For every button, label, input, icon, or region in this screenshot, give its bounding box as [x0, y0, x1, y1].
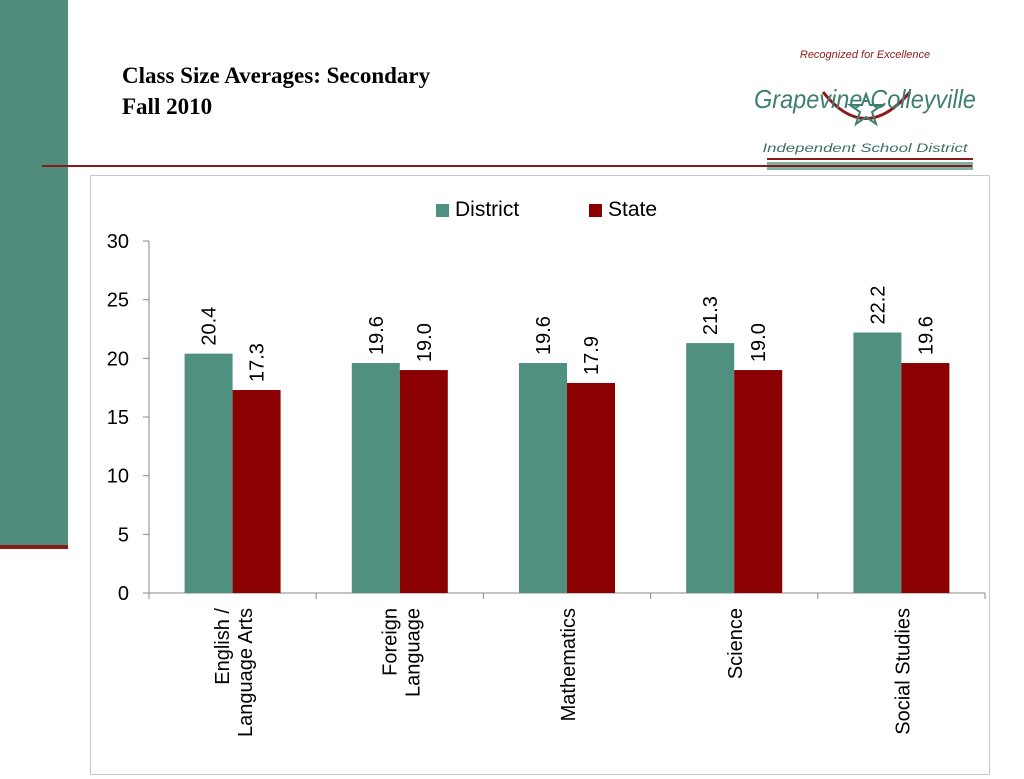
- bar-district: [853, 332, 902, 593]
- bar-state: [901, 363, 950, 593]
- y-tick-label: 30: [107, 231, 129, 253]
- category-label: Science: [725, 608, 747, 679]
- bar-state: [399, 370, 448, 593]
- y-tick-label: 25: [107, 290, 129, 312]
- y-tick-label: 20: [107, 348, 129, 370]
- left-accent-bar: [0, 0, 68, 545]
- logo-subtitle: Independent School District: [763, 141, 969, 155]
- data-label: 17.3: [247, 343, 269, 382]
- star-icon: [846, 91, 886, 127]
- bar-state: [232, 390, 281, 593]
- chart-frame: 0 5 10 15 20 25 30 20.4 17.3 English / Language Ar…: [90, 175, 990, 775]
- bar-state: [567, 382, 615, 593]
- category-label: Language Arts: [235, 608, 257, 737]
- data-label: 20.4: [199, 307, 221, 346]
- data-label: 19.6: [915, 316, 937, 355]
- category-label: Mathematics: [558, 608, 580, 721]
- logo-name: Grapevine-Colleyville: [754, 84, 976, 114]
- bar-chart: 0 5 10 15 20 25 30 20.4 17.3 English / Language Ar…: [107, 198, 986, 737]
- logo-tagline: Recognized for Excellence: [800, 49, 930, 61]
- bar-state: [734, 370, 783, 593]
- slide-title-line-1: Class Size Averages: Secondary: [122, 63, 431, 88]
- legend-label-state: State: [608, 198, 657, 221]
- data-label: 19.0: [748, 323, 770, 362]
- slide-title-line-2: Fall 2010: [122, 94, 213, 119]
- legend-label-district: District: [455, 198, 519, 221]
- data-label: 19.0: [414, 323, 436, 362]
- y-tick-label: 5: [118, 524, 129, 546]
- data-label: 21.3: [700, 296, 722, 335]
- legend-swatch-state: [589, 204, 602, 217]
- data-label: 22.2: [867, 286, 889, 325]
- category-label: English /: [212, 608, 234, 685]
- category-label: Language: [402, 608, 424, 697]
- bar-district: [519, 363, 567, 593]
- data-label: 19.6: [366, 316, 388, 355]
- bar-district: [351, 363, 400, 593]
- left-accent-line: [0, 545, 68, 549]
- bar-district: [686, 343, 735, 593]
- data-label: 19.6: [533, 316, 555, 355]
- logo-rule-red: [767, 158, 973, 160]
- y-tick-label: 15: [107, 407, 129, 429]
- category-label: Foreign: [379, 608, 401, 676]
- legend-swatch-district: [436, 204, 449, 217]
- district-logo: Recognized for Excellence Grapevine-Coll…: [754, 49, 976, 170]
- y-tick-label: 10: [107, 466, 129, 488]
- header-rule: [42, 165, 972, 167]
- data-label: 17.9: [581, 336, 603, 375]
- bar-district: [184, 353, 233, 593]
- category-label: Social Studies: [892, 608, 914, 735]
- y-tick-label: 0: [118, 583, 129, 605]
- slide-title: Class Size Averages: Secondary Fall 2010: [122, 60, 430, 122]
